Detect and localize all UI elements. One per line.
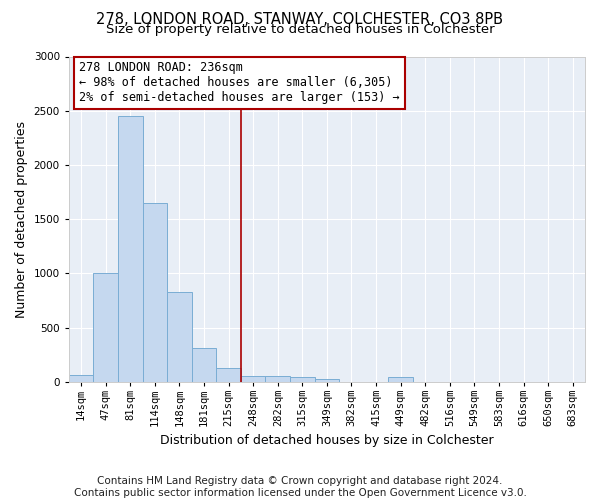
Bar	[192, 348, 217, 382]
Bar	[314, 379, 339, 382]
Bar	[167, 292, 192, 382]
Text: Contains HM Land Registry data © Crown copyright and database right 2024.
Contai: Contains HM Land Registry data © Crown c…	[74, 476, 526, 498]
Bar	[118, 116, 143, 382]
Y-axis label: Number of detached properties: Number of detached properties	[15, 120, 28, 318]
Bar	[69, 375, 94, 382]
Bar	[143, 203, 167, 382]
Bar	[241, 376, 265, 382]
Text: 278 LONDON ROAD: 236sqm
← 98% of detached houses are smaller (6,305)
2% of semi-: 278 LONDON ROAD: 236sqm ← 98% of detache…	[79, 62, 400, 104]
Text: 278, LONDON ROAD, STANWAY, COLCHESTER, CO3 8PB: 278, LONDON ROAD, STANWAY, COLCHESTER, C…	[97, 12, 503, 26]
Bar	[290, 378, 314, 382]
Bar	[217, 368, 241, 382]
Text: Size of property relative to detached houses in Colchester: Size of property relative to detached ho…	[106, 22, 494, 36]
Bar	[388, 378, 413, 382]
Bar	[94, 274, 118, 382]
X-axis label: Distribution of detached houses by size in Colchester: Distribution of detached houses by size …	[160, 434, 494, 448]
Bar	[265, 376, 290, 382]
